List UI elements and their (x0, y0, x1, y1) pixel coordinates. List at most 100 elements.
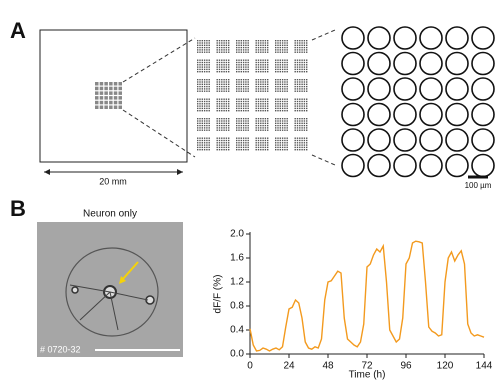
electrode-dot (226, 81, 227, 82)
electrode-dot (243, 40, 244, 41)
electrode-dot (282, 91, 283, 92)
electrode-dot (243, 123, 244, 124)
electrode-dot (238, 125, 239, 126)
electrode-dot (202, 86, 203, 87)
x-tick-label: 96 (400, 361, 412, 372)
electrode-dot (219, 127, 220, 128)
electrode-dot (282, 125, 283, 126)
electrode-dot (248, 88, 249, 89)
electrode-dot (282, 103, 283, 104)
electrode-dot (301, 103, 302, 104)
electrode-dot (297, 81, 298, 82)
electrode-dot (262, 101, 263, 102)
electrode-dot (197, 47, 198, 48)
electrode-dot (267, 71, 268, 72)
electrode-dot (282, 71, 283, 72)
electrode-dot (267, 120, 268, 121)
electrode-dot (304, 81, 305, 82)
electrode-dot (260, 49, 261, 50)
electrode-dot (238, 99, 239, 100)
electrode-dot (275, 47, 276, 48)
electrode-dot (248, 86, 249, 87)
electrode-dot (236, 71, 237, 72)
electrode-dot (217, 120, 218, 121)
electrode-dot (267, 105, 268, 106)
electrode-dot (236, 40, 237, 41)
x-tick-label: 48 (322, 361, 334, 372)
electrode-dot (248, 47, 249, 48)
electrode-dot (243, 118, 244, 119)
electrode-dot (223, 108, 224, 109)
electrode-dot (275, 110, 276, 111)
electrode-dot (238, 47, 239, 48)
electrode-dot (197, 130, 198, 131)
electrode-dot (275, 130, 276, 131)
electrode-dot (262, 66, 263, 67)
electrode-dot (265, 144, 266, 145)
electrode-dot (228, 64, 229, 65)
electrode-dot (226, 101, 227, 102)
electrode-dot (260, 52, 261, 53)
electrode-dot (301, 147, 302, 148)
electrode-dot (197, 91, 198, 92)
electrode-dot (299, 144, 300, 145)
electrode-dot (209, 60, 210, 61)
electrode-dot (284, 66, 285, 67)
electrode-dot (197, 40, 198, 41)
electrode-dot (265, 110, 266, 111)
electrode-dot (301, 66, 302, 67)
electrode-dot (221, 105, 222, 106)
electrode-dot (299, 60, 300, 61)
electrode-dot (236, 108, 237, 109)
electrode (342, 27, 364, 49)
electrode-dot (301, 52, 302, 53)
electrode-dot (256, 62, 257, 63)
electrode-dot (280, 118, 281, 119)
electrode-dot (262, 127, 263, 128)
electrode-dot (256, 140, 257, 141)
electrode-dot (280, 125, 281, 126)
electrode-dot (241, 127, 242, 128)
electrode-dot (280, 123, 281, 124)
electrode-dot (238, 91, 239, 92)
electrode-dot (219, 79, 220, 80)
electrode-dot (204, 62, 205, 63)
electrode-dot (226, 142, 227, 143)
electrode-dot (202, 64, 203, 65)
electrode-dot (301, 105, 302, 106)
electrode-dot (306, 147, 307, 148)
electrode-dot (209, 52, 210, 53)
electrode-dot (245, 40, 246, 41)
electrode-dot (206, 52, 207, 53)
electrode-dot (221, 60, 222, 61)
electrode-dot (202, 138, 203, 139)
electrode-dot (280, 99, 281, 100)
electrode-dot (204, 118, 205, 119)
electrode-dot (301, 88, 302, 89)
electrode-dot (258, 130, 259, 131)
electrode-dot (236, 42, 237, 43)
electrode-dot (277, 149, 278, 150)
electrode-dot (226, 103, 227, 104)
electrode-dot (295, 81, 296, 82)
electrode-dot (275, 149, 276, 150)
electrode-dot (221, 47, 222, 48)
electrode-dot (304, 125, 305, 126)
electrode-dot (277, 60, 278, 61)
electrode-dot (221, 110, 222, 111)
electrode-dot (256, 66, 257, 67)
electrode-dot (306, 130, 307, 131)
electrode-dot (202, 91, 203, 92)
electrode-dot (248, 147, 249, 148)
electrode-dot (265, 86, 266, 87)
electrode-dot (199, 91, 200, 92)
electrode-dot (267, 108, 268, 109)
electrode-dot (275, 66, 276, 67)
electrode-dot (275, 64, 276, 65)
electrode-dot (223, 84, 224, 85)
electrode-dot (280, 42, 281, 43)
electrode-dot (197, 64, 198, 65)
electrode-dot (306, 144, 307, 145)
electrode-dot (217, 103, 218, 104)
electrode-dot (306, 149, 307, 150)
